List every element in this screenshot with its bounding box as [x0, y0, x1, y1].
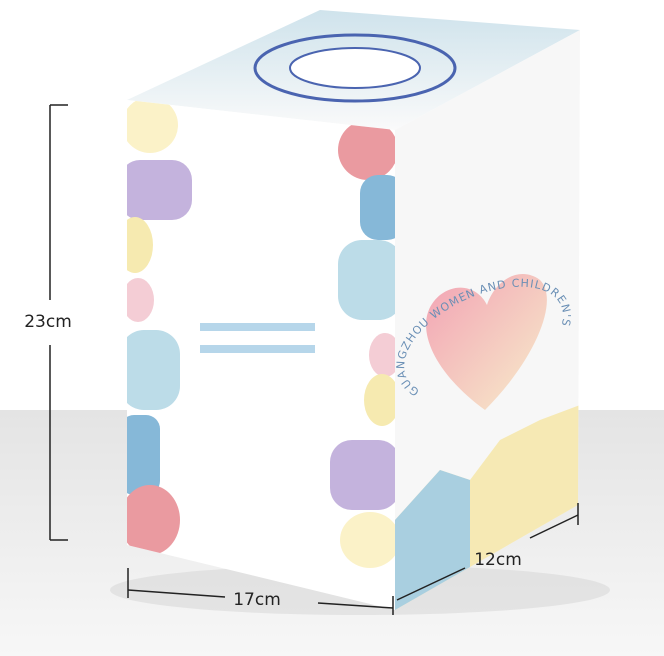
- heart: [426, 274, 547, 410]
- logo-inner: [289, 47, 421, 89]
- front-pattern: [127, 100, 395, 568]
- width-label: 17cm: [233, 590, 281, 610]
- dimension-lines: [49, 104, 579, 615]
- front-logo-text: [200, 323, 315, 331]
- height-label: 23cm: [24, 312, 72, 332]
- depth-label: 12cm: [474, 550, 522, 570]
- logo: [253, 33, 457, 103]
- box-front: [127, 100, 395, 610]
- front-logo-text: [200, 345, 315, 353]
